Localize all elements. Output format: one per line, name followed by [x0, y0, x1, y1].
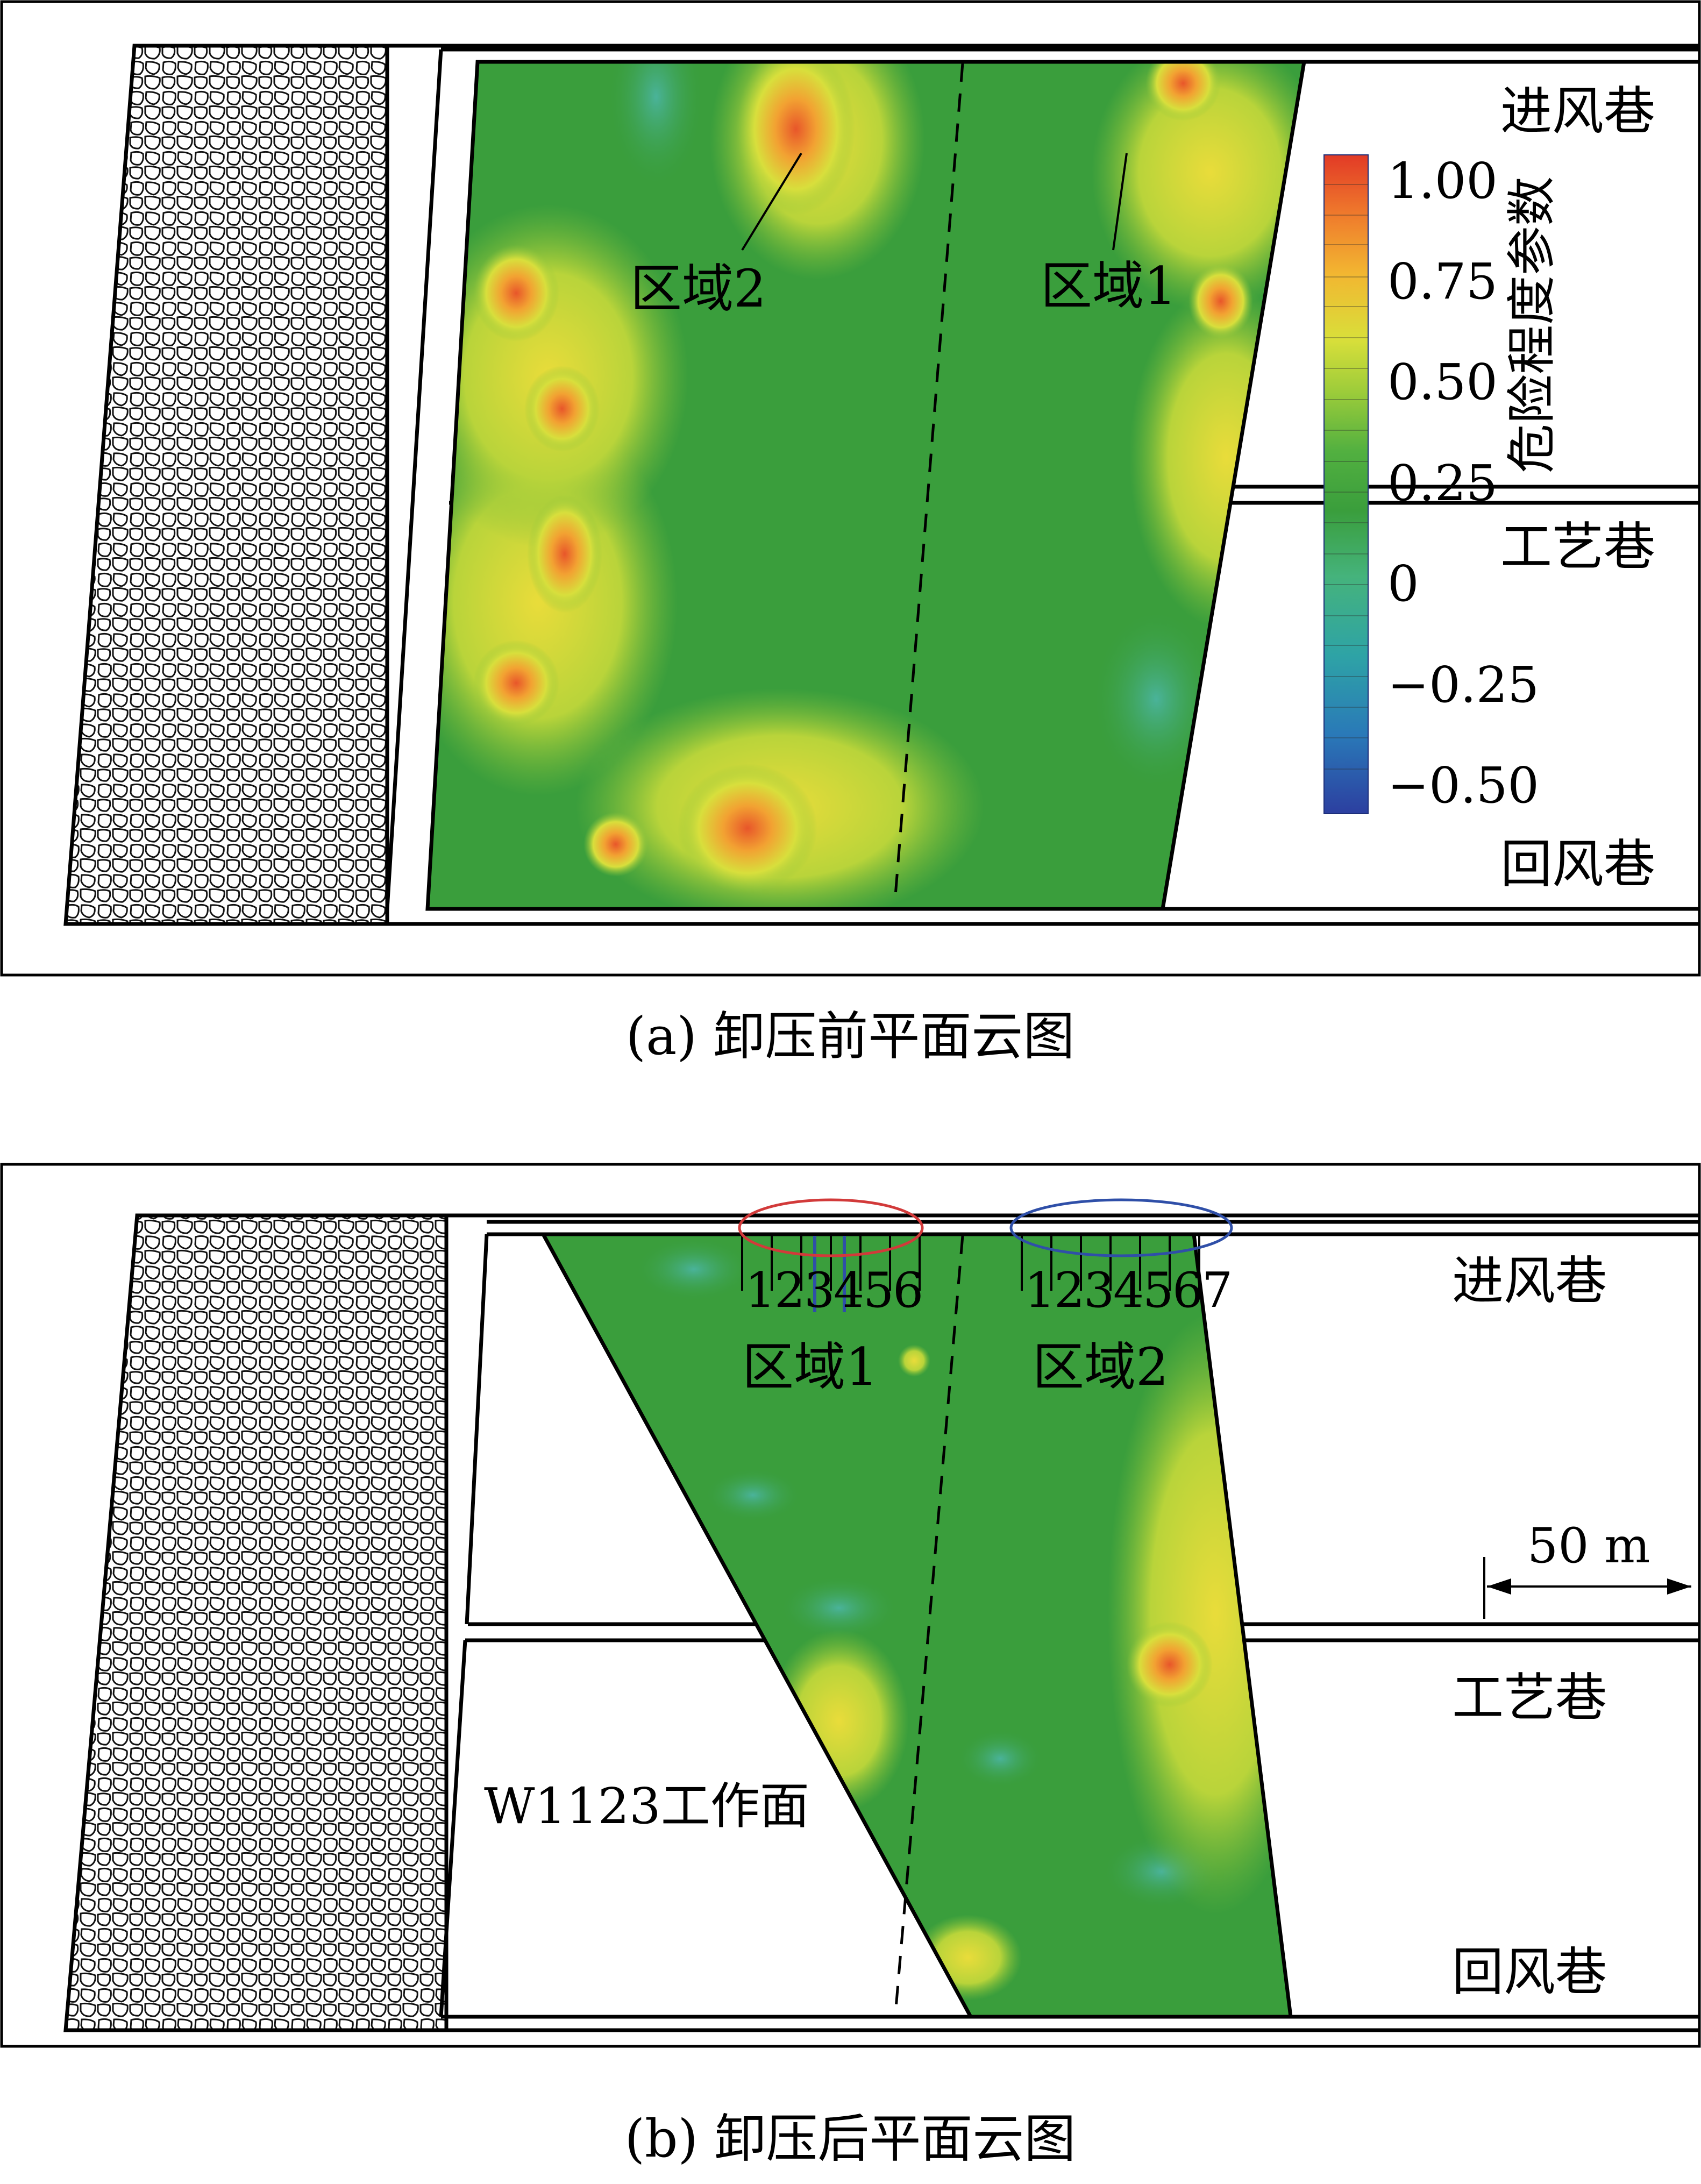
- panel-a: 区域2 区域1 进风巷 工艺巷 回风巷: [0, 0, 1701, 977]
- legend-band-lines: [1324, 184, 1368, 770]
- panel-a-zone2-leader: [741, 152, 802, 251]
- panel-a-zone1-leader: [1112, 153, 1128, 251]
- legend-tick-1: 1.00: [1387, 152, 1498, 210]
- zone1-hole-3: 3: [804, 1262, 835, 1319]
- panel-b-frame: [0, 1163, 1701, 2048]
- panel-b-cloud-outline: [540, 1232, 1293, 2019]
- zone2-hole-4: 4: [1113, 1262, 1144, 1319]
- panel-a-cloud-outline: [425, 60, 1307, 911]
- zone2-hole-6: 6: [1172, 1262, 1203, 1319]
- panel-a-gob-area: [63, 44, 389, 926]
- panel-b-return-roadway-label: 回风巷: [1452, 1942, 1607, 2002]
- panel-a-fault-line: [894, 63, 964, 896]
- panel-a-zone1-label: 区域1: [1041, 256, 1177, 316]
- legend-tick-6: −0.25: [1387, 656, 1539, 714]
- panel-b-zone2-holes: [1021, 1236, 1200, 1291]
- legend-tick-7: −0.50: [1387, 757, 1539, 814]
- panel-b: 1 2 3 4 5 6 1 2 3 4 5 6 7 区域1 区域2 进风巷 工艺…: [0, 1163, 1701, 2048]
- zone2-hole-1: 1: [1024, 1262, 1055, 1319]
- scale-bar-label: 50 m: [1527, 1518, 1650, 1574]
- zone1-hole-2: 2: [774, 1262, 805, 1319]
- zone1-hole-6: 6: [893, 1262, 923, 1319]
- panel-b-contour-cloud: [543, 1234, 1291, 2017]
- panel-a-zone2-label: 区域2: [630, 259, 766, 319]
- panel-a-return-roadway-label: 回风巷: [1500, 834, 1655, 894]
- legend-tick-4: 0.25: [1387, 454, 1498, 512]
- panel-b-process-roadway-label: 工艺巷: [1452, 1668, 1607, 1728]
- zone2-hole-5: 5: [1143, 1262, 1173, 1319]
- panel-b-caption: (b) 卸压后平面云图: [625, 2109, 1076, 2169]
- panel-b-zone1-holes: [741, 1236, 921, 1291]
- panel-b-zone1-ring: [738, 1198, 924, 1257]
- zone2-hole-7: 7: [1202, 1262, 1233, 1319]
- panel-b-fault-line: [894, 1235, 964, 2015]
- panel-b-workface-label: W1123工作面: [484, 1777, 809, 1835]
- zone2-hole-3: 3: [1084, 1262, 1114, 1319]
- panel-a-intake-roadway-label: 进风巷: [1500, 81, 1655, 141]
- legend-tick-2: 0.75: [1387, 253, 1498, 310]
- panel-a-legend: 1.00 0.75 0.50 0.25 0 −0.25 −0.50 危险程度参数: [1323, 152, 1561, 814]
- zone1-hole-4: 4: [834, 1262, 864, 1319]
- legend-colorbar: [1323, 154, 1369, 814]
- panel-b-gob-area: [63, 1213, 449, 2032]
- zone1-hole-1: 1: [745, 1262, 775, 1319]
- panel-b-zone1-hole-numbers: 1 2 3 4 5 6: [745, 1262, 923, 1319]
- panel-a-caption: (a) 卸压前平面云图: [626, 1006, 1075, 1066]
- panel-a-contour-cloud: [428, 62, 1304, 909]
- panel-b-intake-roadway-label: 进风巷: [1452, 1251, 1607, 1311]
- legend-tick-5: 0: [1387, 555, 1419, 613]
- legend-title: 危险程度参数: [1503, 176, 1561, 473]
- zone1-hole-5: 5: [863, 1262, 894, 1319]
- zone2-hole-2: 2: [1054, 1262, 1085, 1319]
- panel-b-zone1-blue-holes: [813, 1236, 846, 1312]
- panel-b-zone2-label: 区域2: [1033, 1337, 1169, 1397]
- panel-b-zone2-hole-numbers: 1 2 3 4 5 6 7: [1024, 1262, 1233, 1319]
- panel-b-zone2-ring: [1009, 1198, 1233, 1257]
- panel-b-zone1-label: 区域1: [742, 1337, 878, 1397]
- legend-tick-3: 0.50: [1387, 353, 1498, 411]
- panel-b-scale-bar: 50 m: [1483, 1518, 1691, 1619]
- panel-a-process-roadway-label: 工艺巷: [1500, 517, 1655, 577]
